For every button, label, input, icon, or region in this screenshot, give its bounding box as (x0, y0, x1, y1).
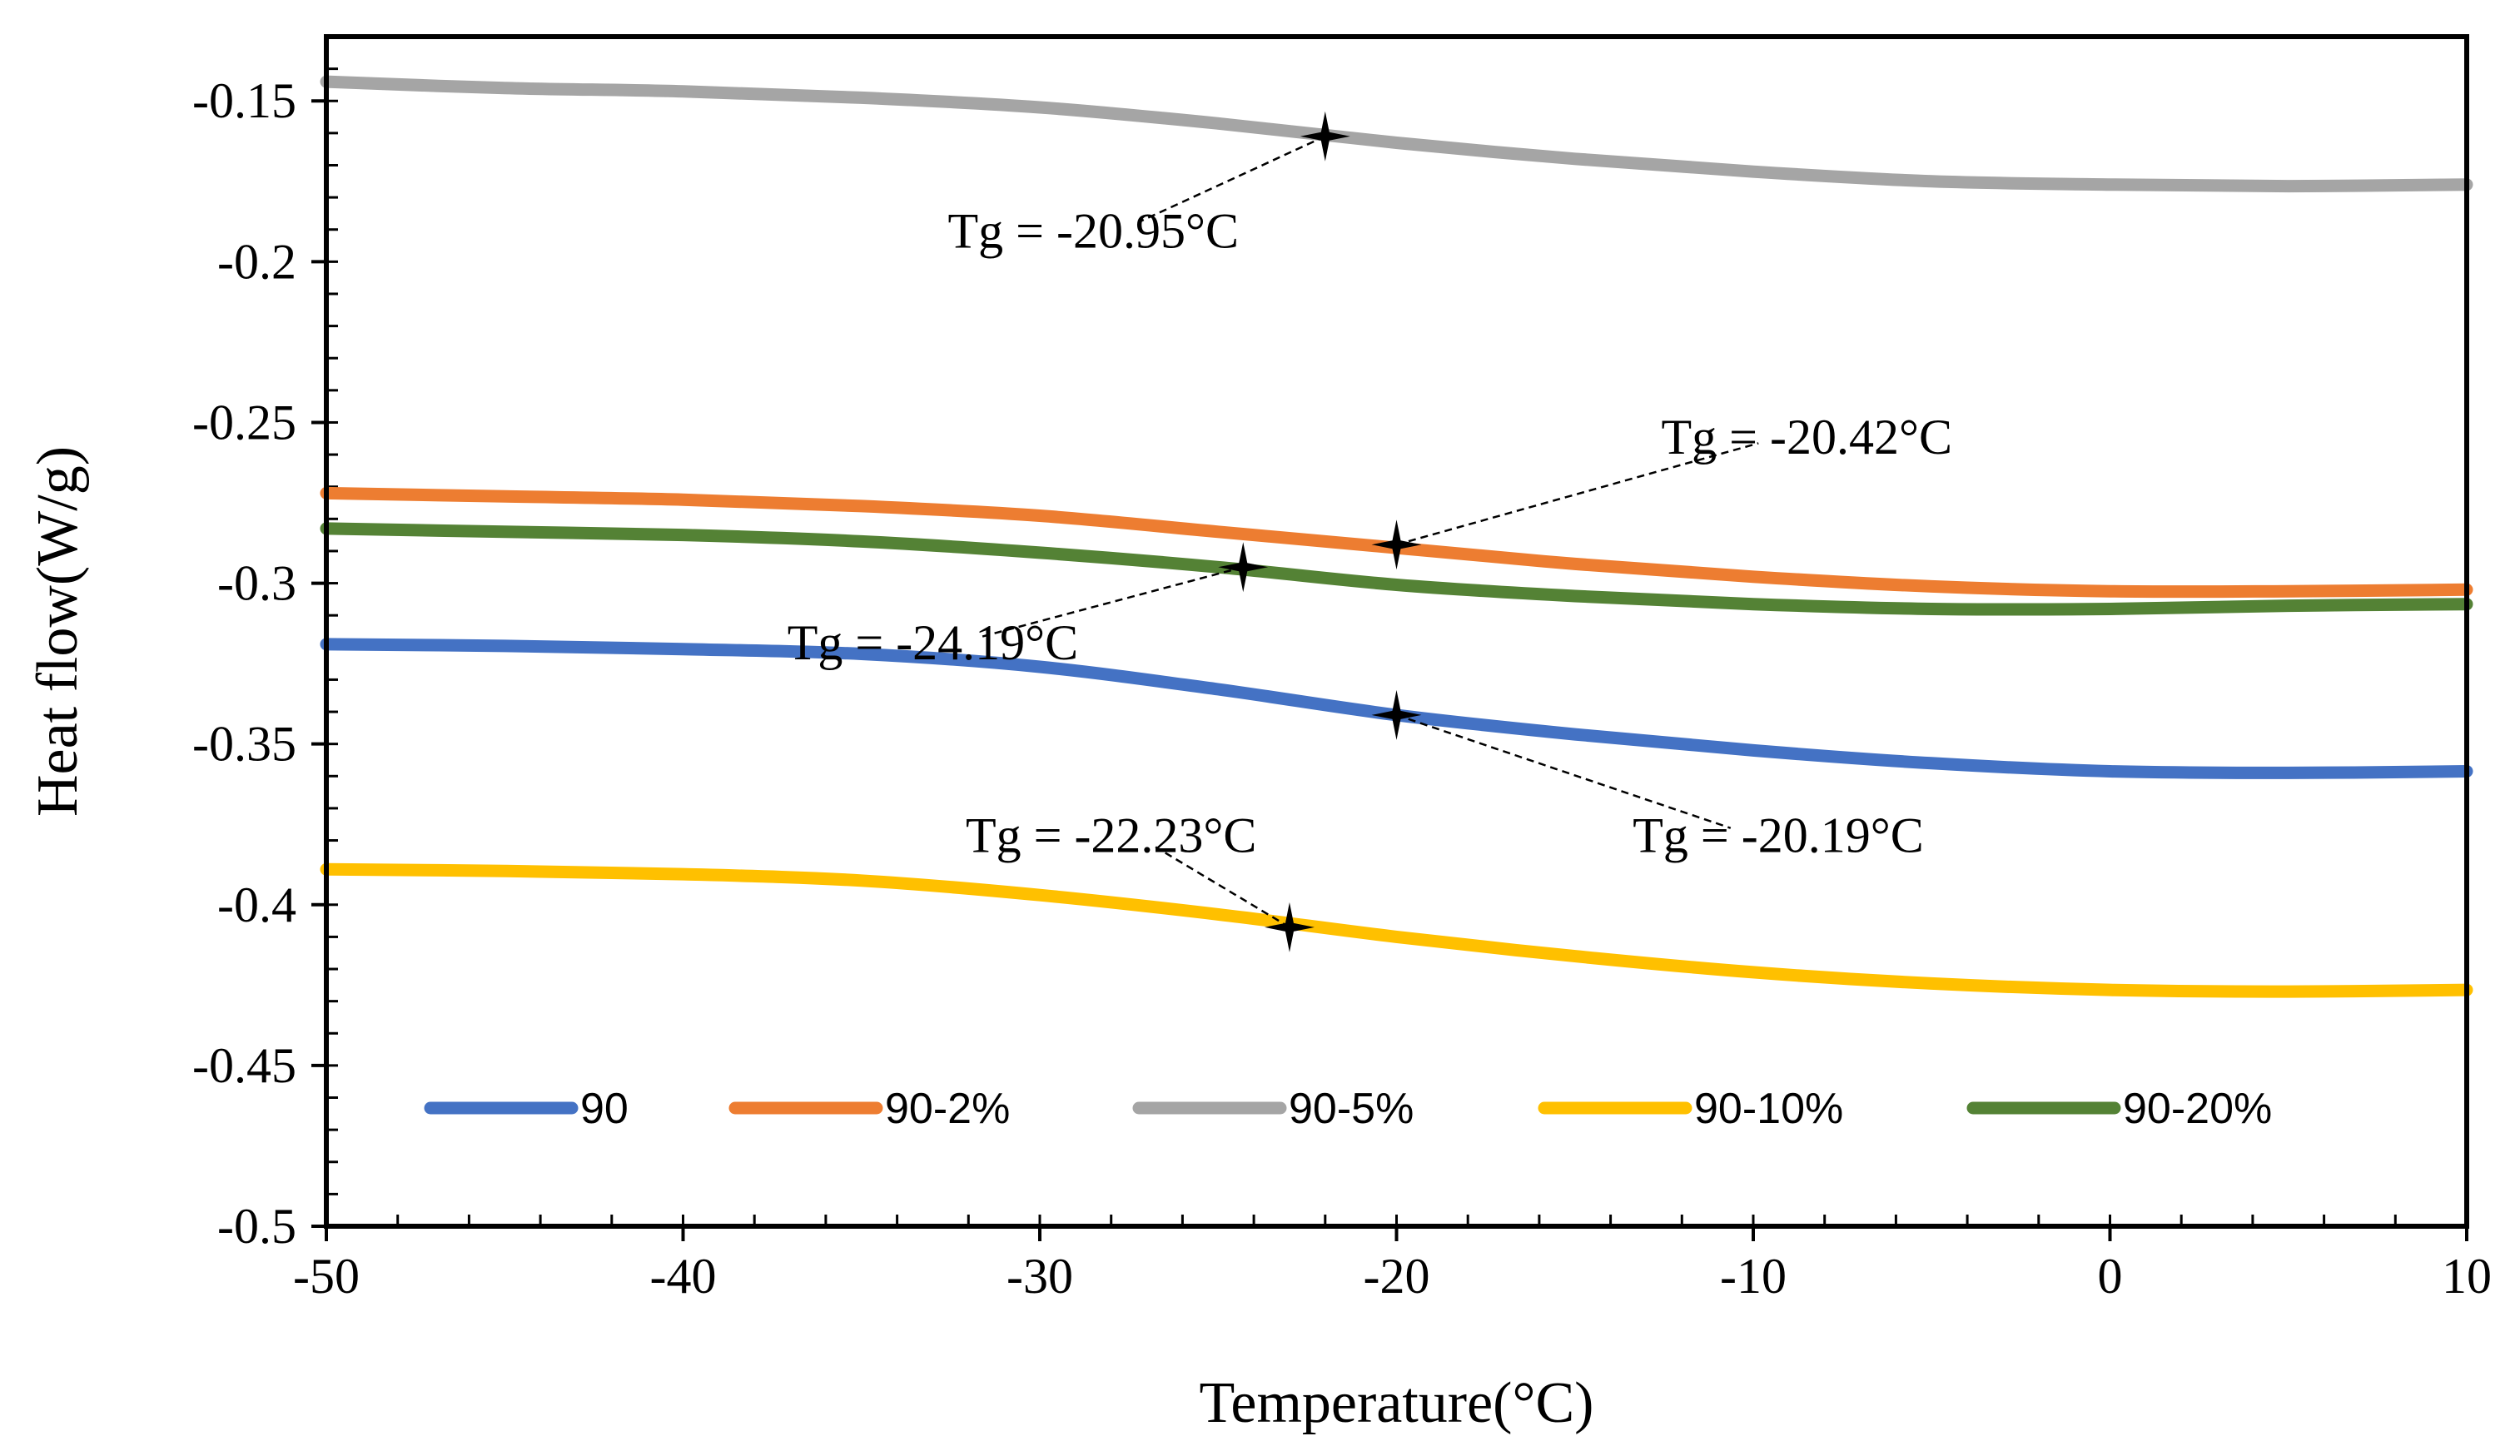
tg-annotation-label: Tg = -20.95°C (948, 204, 1239, 259)
x-tick-label: -10 (1720, 1249, 1787, 1304)
legend: 90 90-2% 90-5% 90-10% 90-20% (424, 1085, 2272, 1133)
x-tick-labels: -50 -40 -30 -20 -10 0 10 (293, 1249, 2492, 1304)
annotation-leader (1139, 135, 1326, 223)
legend-label-90: 90 (580, 1085, 629, 1133)
tg-annotation-label: Tg = -20.42°C (1662, 410, 1952, 465)
annotation-leader (1396, 713, 1732, 829)
annotation-leader (981, 566, 1244, 639)
series-layer (320, 75, 2473, 998)
legend-label-90-2%: 90-2% (885, 1085, 1010, 1133)
tg-marker (1264, 902, 1315, 952)
legend-label-90-10%: 90-10% (1694, 1085, 1843, 1133)
x-tick-label: -30 (1007, 1249, 1073, 1304)
annotation-layer: Tg = -20.95°C Tg = -20.42°C Tg = -24.19°C T… (788, 111, 1952, 952)
legend-label-90-5%: 90-5% (1289, 1085, 1414, 1133)
tg-marker (1300, 111, 1350, 162)
y-tick-label: -0.25 (192, 395, 296, 450)
tg-marker (1218, 542, 1269, 593)
y-tick-label: -0.15 (192, 73, 296, 128)
tg-annotation-label: Tg = -22.23°C (966, 808, 1256, 863)
tg-marker (1371, 519, 1422, 570)
plot-frame (324, 34, 2469, 1229)
legend-label-90-20%: 90-20% (2123, 1085, 2272, 1133)
annotation-leader (1155, 846, 1290, 928)
y-tick-label: -0.35 (192, 717, 296, 772)
y-tick-label: -0.2 (217, 234, 296, 289)
tg-annotation-label: Tg = -20.19°C (1633, 808, 1923, 863)
y-tick-labels: -0.5 -0.45 -0.4 -0.35 -0.3 -0.25 -0.2 -0.15 (192, 73, 296, 1254)
x-tick-label: -20 (1364, 1249, 1430, 1304)
series-line-90-5% (320, 75, 2473, 193)
x-tick-label: -40 (650, 1249, 717, 1304)
tg-annotation-label: Tg = -24.19°C (788, 615, 1078, 670)
x-axis-title: Temperature(°C) (1200, 1371, 1594, 1435)
y-tick-label: -0.4 (217, 877, 296, 932)
annotation-leader (1396, 442, 1759, 546)
y-tick-label: -0.5 (217, 1199, 296, 1254)
x-tick-label: 10 (2442, 1249, 2492, 1304)
y-tick-label: -0.45 (192, 1038, 296, 1093)
y-tick-label: -0.3 (217, 556, 296, 611)
y-axis-title: Heat flow(W/g) (26, 446, 90, 817)
series-line-90-10% (320, 862, 2473, 998)
tg-marker (1371, 689, 1422, 740)
x-tick-label: 0 (2098, 1249, 2123, 1304)
series-line-90-20% (320, 522, 2473, 616)
x-tick-label: -50 (293, 1249, 360, 1304)
